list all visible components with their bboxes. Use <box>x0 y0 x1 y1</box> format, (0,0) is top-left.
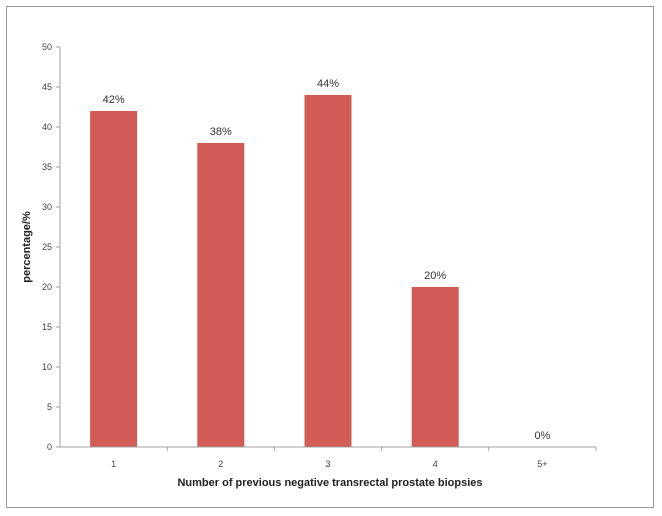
data-label-1: 42% <box>103 94 125 106</box>
y-tick-label: 35 <box>42 162 52 172</box>
y-tick-label: 10 <box>42 362 52 372</box>
y-tick-label: 0 <box>47 442 52 452</box>
bar-3 <box>304 95 352 447</box>
data-label-5+: 0% <box>534 430 550 442</box>
x-axis-title: Number of previous negative transrectal … <box>177 477 482 489</box>
y-axis-title: percentage/% <box>21 211 33 283</box>
x-tick-label: 2 <box>218 459 223 469</box>
y-tick-label: 15 <box>42 322 52 332</box>
x-tick-label: 5+ <box>537 459 547 469</box>
bar-4 <box>411 287 459 447</box>
x-tick-label: 4 <box>433 459 438 469</box>
bar-1 <box>90 111 138 447</box>
y-tick-label: 50 <box>42 42 52 52</box>
y-tick-label: 20 <box>42 282 52 292</box>
bar-2 <box>197 143 245 447</box>
y-tick-label: 40 <box>42 122 52 132</box>
x-axis-ticks: 1 2 3 4 5+ <box>111 447 597 469</box>
data-labels: 42% 38% 44% 20% 0% <box>103 78 551 442</box>
y-tick-label: 25 <box>42 242 52 252</box>
bars <box>90 95 459 447</box>
x-tick-label: 3 <box>325 459 330 469</box>
y-tick-label: 30 <box>42 202 52 212</box>
data-label-2: 38% <box>210 126 232 138</box>
data-label-3: 44% <box>317 78 339 90</box>
y-tick-label: 5 <box>47 402 52 412</box>
y-axis-ticks: 0 5 10 15 20 25 30 35 40 45 50 <box>42 42 60 452</box>
data-label-4: 20% <box>424 270 446 282</box>
x-tick-label: 1 <box>111 459 116 469</box>
y-tick-label: 45 <box>42 82 52 92</box>
